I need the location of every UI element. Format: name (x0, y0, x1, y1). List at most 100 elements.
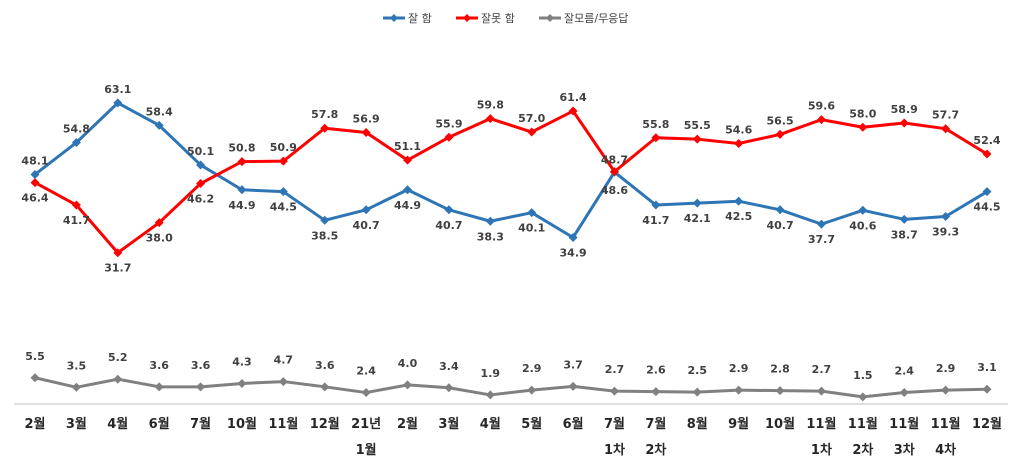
data-label-잘-함-16: 42.1 (684, 212, 711, 225)
point-잘못-함-8 (361, 128, 371, 138)
x-tick-label-5: 10월 (227, 416, 257, 432)
point-잘모름무응답-1 (71, 382, 81, 392)
point-잘못-함-0 (30, 178, 40, 188)
point-잘모름무응답-21 (899, 388, 909, 398)
point-잘모름무응답-7 (320, 382, 330, 392)
point-잘-함-15 (651, 200, 661, 210)
legend-marker-잘못-함 (463, 14, 471, 22)
data-label-잘모름무응답-22: 2.9 (936, 362, 956, 375)
data-label-잘-함-6: 44.5 (270, 201, 297, 214)
point-잘못-함-10 (444, 132, 454, 142)
point-잘모름무응답-6 (278, 377, 288, 387)
legend-label-잘-함: 잘 함 (408, 12, 432, 25)
data-label-잘못-함-4: 46.2 (187, 193, 214, 206)
point-잘모름무응답-5 (237, 378, 247, 388)
data-label-잘못-함-2: 31.7 (104, 262, 131, 275)
data-label-잘-함-21: 38.7 (891, 228, 918, 241)
point-잘못-함-11 (485, 114, 495, 124)
point-잘모름무응답-9 (403, 380, 413, 390)
data-label-잘-함-23: 44.5 (973, 201, 1000, 214)
data-label-잘모름무응답-1: 3.5 (67, 359, 87, 372)
data-label-잘못-함-6: 50.9 (270, 141, 297, 154)
x-tick-label-1: 3월 (66, 416, 87, 432)
x-tick-label-15: 7월 2차 (645, 416, 666, 458)
data-label-잘-함-2: 63.1 (104, 83, 131, 96)
point-잘못-함-16 (692, 134, 702, 144)
data-label-잘-함-5: 44.9 (228, 199, 255, 212)
x-tick-label-10: 3월 (438, 416, 459, 432)
data-label-잘-함-18: 40.7 (766, 219, 793, 232)
point-잘모름무응답-10 (444, 383, 454, 393)
point-잘모름무응답-4 (196, 382, 206, 392)
data-label-잘못-함-13: 61.4 (560, 91, 587, 104)
series-line-잘못-함 (34, 109, 988, 255)
point-잘모름무응답-15 (651, 387, 661, 397)
data-label-잘못-함-17: 54.6 (725, 123, 752, 136)
data-label-잘못-함-10: 55.9 (435, 117, 462, 130)
data-label-잘-함-3: 58.4 (146, 105, 173, 118)
point-잘모름무응답-23 (982, 384, 992, 394)
point-잘못-함-5 (237, 157, 247, 167)
data-label-잘못-함-7: 57.8 (311, 108, 338, 121)
data-label-잘모름무응답-11: 1.9 (481, 367, 501, 380)
data-label-잘-함-1: 54.8 (63, 123, 90, 136)
data-label-잘못-함-22: 57.7 (932, 109, 959, 122)
x-tick-label-20: 11월 2차 (848, 416, 878, 458)
point-잘모름무응답-19 (816, 386, 826, 396)
point-잘모름무응답-18 (775, 386, 785, 396)
data-label-잘모름무응답-16: 2.5 (688, 364, 708, 377)
data-label-잘-함-10: 40.7 (435, 219, 462, 232)
point-잘-함-5 (237, 185, 247, 195)
point-잘못-함-12 (527, 127, 537, 137)
x-tick-labels: 2월 3월 4월 6월 7월 10월 11월 12월 21년 1월 2월 3월 4월 5월 6월 7월 1차 7월… (24, 416, 1002, 458)
point-잘모름무응답-2 (113, 374, 123, 384)
data-label-잘모름무응답-14: 2.7 (605, 363, 625, 376)
data-label-잘-함-19: 37.7 (808, 233, 835, 246)
data-label-잘못-함-12: 57.0 (518, 112, 545, 125)
x-tick-label-4: 7월 (190, 416, 211, 432)
point-잘못-함-20 (858, 122, 868, 132)
data-label-잘모름무응답-12: 2.9 (522, 362, 542, 375)
point-잘-함-12 (527, 208, 537, 218)
point-잘-함-1 (71, 138, 81, 148)
data-label-잘모름무응답-8: 2.4 (356, 365, 376, 378)
x-tick-label-13: 6월 (563, 416, 584, 432)
data-label-잘모름무응답-19: 2.7 (812, 363, 832, 376)
data-label-잘모름무응답-21: 2.4 (894, 365, 914, 378)
point-잘-함-23 (982, 187, 992, 197)
data-label-잘-함-4: 50.1 (187, 145, 214, 158)
data-label-잘못-함-20: 58.0 (849, 107, 876, 120)
point-잘-함-20 (858, 205, 868, 215)
data-label-잘모름무응답-3: 3.6 (149, 359, 169, 372)
data-label-잘못-함-11: 59.8 (477, 99, 504, 112)
data-label-잘못-함-8: 56.9 (353, 113, 380, 126)
point-잘못-함-6 (278, 156, 288, 166)
data-label-잘모름무응답-4: 3.6 (191, 359, 211, 372)
point-잘못-함-3 (154, 218, 164, 228)
series-lines (30, 98, 992, 402)
data-label-잘모름무응답-6: 4.7 (274, 354, 294, 367)
data-label-잘못-함-21: 58.9 (891, 103, 918, 116)
series-line-잘-함 (34, 101, 988, 239)
data-label-잘못-함-9: 51.1 (394, 140, 421, 153)
data-label-잘못-함-15: 55.8 (642, 118, 669, 131)
x-tick-label-17: 9월 (728, 416, 749, 432)
data-label-잘모름무응답-5: 4.3 (232, 355, 252, 368)
data-label-잘-함-17: 42.5 (725, 210, 752, 223)
point-잘못-함-18 (775, 129, 785, 139)
legend: 잘 함 잘못 함 잘모름/무응답 (383, 12, 628, 25)
data-label-잘모름무응답-20: 1.5 (853, 369, 873, 382)
point-잘모름무응답-13 (568, 381, 578, 391)
point-잘-함-19 (816, 219, 826, 229)
x-tick-label-19: 11월 1차 (806, 416, 836, 458)
data-label-잘못-함-14: 48.7 (601, 154, 628, 167)
legend-marker-잘-함 (390, 14, 398, 22)
x-tick-label-14: 7월 1차 (604, 416, 625, 458)
data-label-잘-함-14: 48.6 (601, 184, 628, 197)
x-tick-label-6: 11월 (268, 416, 298, 432)
x-tick-label-9: 2월 (397, 416, 418, 432)
point-잘못-함-4 (196, 179, 206, 189)
data-label-잘못-함-5: 50.8 (228, 142, 255, 155)
point-잘-함-18 (775, 205, 785, 215)
x-tick-label-16: 8월 (687, 416, 708, 432)
